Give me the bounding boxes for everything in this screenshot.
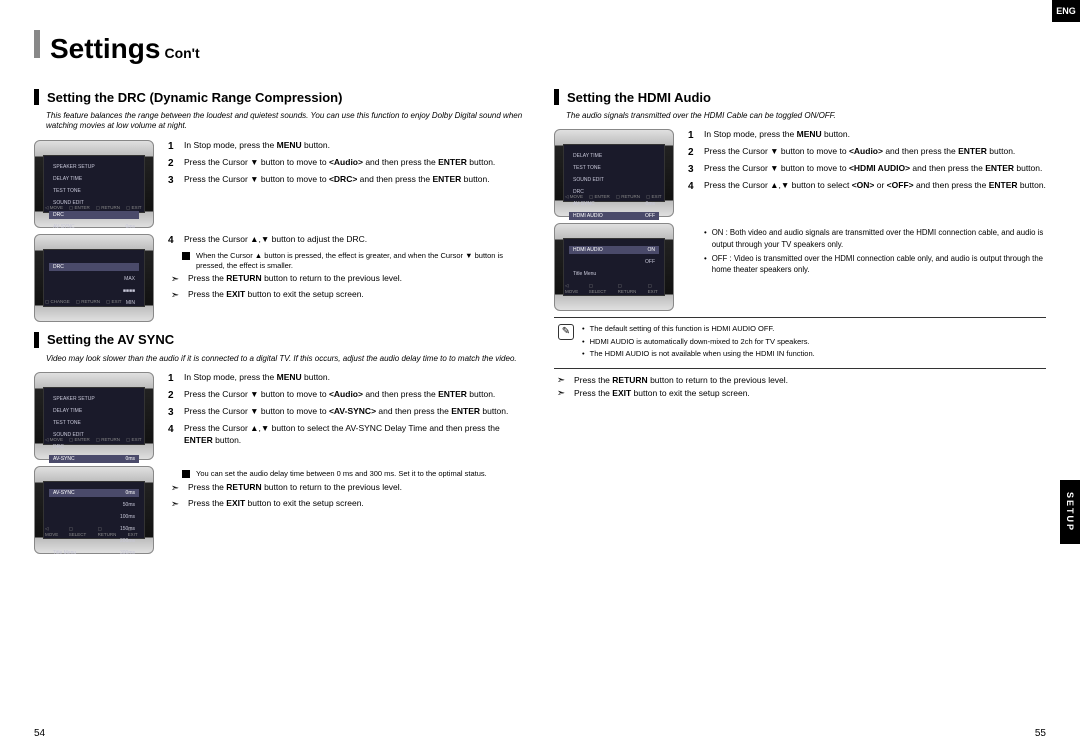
lang-tab: ENG [1052, 0, 1080, 22]
note-pencil-icon: ✎ [558, 324, 574, 340]
avsync-steps: 1In Stop mode, press the MENU button.2Pr… [168, 372, 526, 460]
section-desc-avsync: Video may look slower than the audio if … [34, 354, 526, 364]
osd-screenshot: AV-SYNC0ms50ms100ms150ms200msTitle Menu3… [34, 466, 154, 554]
avsync-steps-2: You can set the audio delay time between… [168, 466, 526, 554]
arrow-icon: ➣ [168, 273, 182, 287]
section-heading-hdmi: Setting the HDMI Audio [554, 89, 1046, 105]
page-number-right: 55 [1035, 728, 1046, 739]
return-line: ➣Press the RETURN button to return to th… [168, 273, 526, 287]
avsync-row-1: SPEAKER SETUPDELAY TIMETEST TONESOUND ED… [34, 372, 526, 460]
arrow-icon: ➣ [554, 375, 568, 386]
drc-note: When the Cursor ▲ button is pressed, the… [182, 251, 526, 271]
osd-screenshot: HDMI AUDIOONOFFTitle Menu ◁ MOVE▢ SELECT… [554, 223, 674, 311]
page-title: Settings [50, 33, 160, 65]
drc-row-2: DRCMAX■■■■MIN ▢ CHANGE▢ RETURN▢ EXIT 4Pr… [34, 234, 526, 322]
left-column: Setting the DRC (Dynamic Range Compressi… [34, 79, 526, 560]
arrow-icon: ➣ [168, 482, 182, 496]
manual-page: ENG SETUP Settings Con't Setting the DRC… [0, 0, 1080, 753]
hdmi-row-1: DELAY TIMETEST TONESOUND EDITDRCAV-SYNC0… [554, 129, 1046, 217]
exit-line: ➣Press the EXIT button to exit the setup… [168, 289, 526, 303]
arrow-icon: ➣ [168, 289, 182, 303]
drc-row-1: SPEAKER SETUPDELAY TIMETEST TONESOUND ED… [34, 140, 526, 228]
hdmi-steps: 1In Stop mode, press the MENU button.2Pr… [688, 129, 1046, 217]
page-title-row: Settings Con't [34, 30, 1046, 65]
section-bar-icon [34, 332, 39, 348]
exit-line: ➣Press the EXIT button to exit the setup… [168, 498, 526, 512]
hdmi-row-2: HDMI AUDIOONOFFTitle Menu ◁ MOVE▢ SELECT… [554, 223, 1046, 311]
exit-line: ➣Press the EXIT button to exit the setup… [554, 388, 1046, 399]
right-column: Setting the HDMI Audio The audio signals… [554, 79, 1046, 560]
section-title-drc: Setting the DRC (Dynamic Range Compressi… [47, 90, 342, 105]
section-title-hdmi: Setting the HDMI Audio [567, 90, 711, 105]
side-tabs: ENG [1052, 0, 1080, 22]
section-desc-hdmi: The audio signals transmitted over the H… [554, 111, 1046, 121]
osd-screenshot: SPEAKER SETUPDELAY TIMETEST TONESOUND ED… [34, 372, 154, 460]
section-heading-drc: Setting the DRC (Dynamic Range Compressi… [34, 89, 526, 105]
osd-screenshot: DELAY TIMETEST TONESOUND EDITDRCAV-SYNC0… [554, 129, 674, 217]
arrow-icon: ➣ [168, 498, 182, 512]
section-desc-drc: This feature balances the range between … [34, 111, 526, 132]
drc-steps: 1In Stop mode, press the MENU button.2Pr… [168, 140, 526, 228]
drc-steps-2: 4Press the Cursor ▲,▼ button to adjust t… [168, 234, 526, 322]
note-square-icon [182, 252, 190, 260]
avsync-note: You can set the audio delay time between… [182, 469, 526, 479]
hdmi-info-list: •The default setting of this function is… [582, 324, 815, 362]
section-bar-icon [554, 89, 559, 105]
page-title-sub: Con't [164, 45, 199, 61]
title-accent-bar [34, 30, 40, 58]
arrow-icon: ➣ [554, 388, 568, 399]
hdmi-bullets: •ON : Both video and audio signals are t… [688, 223, 1046, 311]
page-number-left: 54 [34, 728, 45, 739]
return-line: ➣Press the RETURN button to return to th… [168, 482, 526, 496]
hdmi-info-box: ✎ •The default setting of this function … [554, 317, 1046, 369]
osd-screenshot: DRCMAX■■■■MIN ▢ CHANGE▢ RETURN▢ EXIT [34, 234, 154, 322]
two-column-layout: Setting the DRC (Dynamic Range Compressi… [34, 79, 1046, 560]
return-line: ➣Press the RETURN button to return to th… [554, 375, 1046, 386]
section-heading-avsync: Setting the AV SYNC [34, 332, 526, 348]
hdmi-on-off-list: •ON : Both video and audio signals are t… [704, 227, 1046, 276]
note-square-icon [182, 470, 190, 478]
section-bar-icon [34, 89, 39, 105]
setup-tab: SETUP [1060, 480, 1080, 544]
section-title-avsync: Setting the AV SYNC [47, 332, 174, 347]
osd-screenshot: SPEAKER SETUPDELAY TIMETEST TONESOUND ED… [34, 140, 154, 228]
avsync-row-2: AV-SYNC0ms50ms100ms150ms200msTitle Menu3… [34, 466, 526, 554]
